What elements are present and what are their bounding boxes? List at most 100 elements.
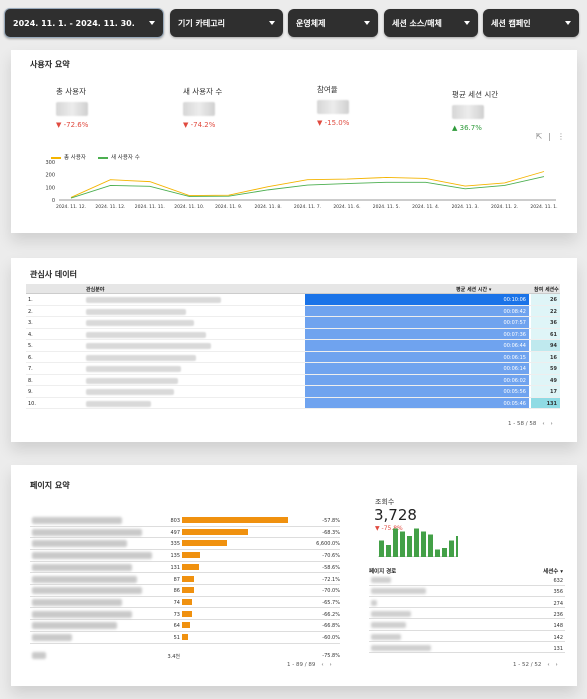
interest-card: 관심사 데이터 관심분야 평균 세션 시간 ▾ 참여 세션수 1. 00:10:… — [11, 258, 577, 442]
redacted-text — [371, 644, 431, 651]
kpi-engagement-rate: 참여율 ▼ -15.0% — [317, 84, 427, 127]
x-tick-label: 2024. 11. 5. — [373, 204, 400, 210]
table-row[interactable]: 4. 00:07:36 61 — [26, 328, 560, 340]
engaged-sessions-cell: 59 — [531, 363, 560, 374]
views-cell: 803 — [170, 518, 180, 524]
delta-cell: -72.1% — [322, 576, 340, 583]
redacted-text — [371, 588, 426, 595]
row-index: 5. — [28, 343, 33, 349]
date-range-filter[interactable]: 2024. 11. 1. - 2024. 11. 30. — [4, 8, 164, 38]
row-index: 4. — [28, 331, 33, 338]
avg-session-time-cell: 00:06:14 — [305, 363, 529, 374]
table-row[interactable]: 2. 00:08:42 22 — [26, 305, 560, 317]
x-tick-label: 2024. 11. 9. — [215, 204, 242, 210]
list-item[interactable]: 497 -68.3% — [30, 527, 340, 539]
sessions-cell: 148 — [553, 623, 563, 630]
redacted-text — [32, 652, 46, 659]
campaign-filter[interactable]: 세션 캠페인 — [483, 9, 579, 37]
chevron-left-icon[interactable]: ‹ — [542, 421, 545, 427]
table-row[interactable]: 356 — [369, 586, 565, 597]
table-row[interactable]: 142 — [369, 632, 565, 642]
campaign-label: 세션 캠페인 — [491, 18, 531, 28]
user-summary-title: 사용자 요약 — [30, 60, 70, 69]
table-row[interactable]: 274 — [369, 598, 565, 609]
views-cell: 73 — [173, 611, 180, 618]
table-row[interactable]: 1. 00:10:06 26 — [26, 294, 560, 306]
engaged-sessions-cell: 94 — [531, 340, 560, 351]
list-item[interactable]: 74 -65.7% — [30, 597, 340, 609]
y-tick-label: 200 — [45, 173, 55, 179]
engaged-sessions-cell: 131 — [531, 397, 560, 408]
views-bar — [182, 552, 201, 559]
list-item[interactable]: 86 -70.0% — [30, 585, 340, 597]
list-item[interactable]: 335 6,600.0% — [30, 538, 340, 550]
chart-toolbar: ⇱ | ⋮ — [536, 132, 565, 141]
table-row[interactable]: 10. 00:05:46 131 — [26, 397, 560, 409]
chevron-left-icon[interactable]: ‹ — [547, 662, 550, 668]
table-row[interactable]: 148 — [369, 620, 565, 631]
table-row[interactable]: 8. 00:06:02 49 — [26, 374, 560, 386]
row-index: 3. — [28, 320, 33, 326]
row-index: 7. — [28, 366, 33, 372]
divider: | — [548, 132, 551, 141]
source-medium-filter[interactable]: 세션 소스/매체 — [384, 9, 478, 37]
chevron-left-icon[interactable]: ‹ — [321, 662, 324, 668]
views-bar — [182, 622, 191, 629]
y-tick-label: 100 — [45, 185, 55, 191]
table-row[interactable]: 3. 00:07:57 36 — [26, 317, 560, 329]
kpi-label: 새 사용자 수 — [183, 87, 223, 96]
table-row[interactable]: 5. 00:06:44 94 — [26, 340, 560, 352]
row-index: 9. — [28, 389, 33, 395]
delta-cell: -58.6% — [322, 564, 340, 571]
os-filter[interactable]: 운영체제 — [288, 9, 378, 37]
redacted-text — [371, 599, 377, 606]
list-item[interactable]: 131 -58.6% — [30, 562, 340, 574]
kpi-value-redacted — [317, 100, 349, 114]
col-engaged-sessions[interactable]: 참여 세션수 — [534, 287, 559, 293]
more-vert-icon[interactable]: ⋮ — [557, 132, 565, 141]
x-tick-label: 2024. 11. 8. — [254, 204, 281, 210]
views-cell: 497 — [170, 529, 180, 536]
views-bar-sparkline — [378, 528, 458, 557]
table-row[interactable]: 9. 00:05:56 17 — [26, 386, 560, 398]
redacted-text — [86, 320, 194, 326]
avg-session-time-cell: 00:10:06 — [305, 294, 529, 305]
source-medium-label: 세션 소스/매체 — [392, 18, 442, 28]
engaged-sessions-cell: 26 — [531, 294, 560, 305]
engaged-sessions-cell: 16 — [531, 351, 560, 362]
kpi-value-redacted — [183, 102, 215, 116]
views-cell: 64 — [173, 623, 180, 630]
engaged-sessions-cell: 17 — [531, 386, 560, 397]
col-sessions[interactable]: 세션수 ▾ — [543, 569, 563, 575]
list-item[interactable]: 73 -66.2% — [30, 609, 340, 621]
page-summary-title: 페이지 요약 — [30, 481, 70, 490]
list-item[interactable]: 87 -72.1% — [30, 574, 340, 585]
table-row[interactable]: 236 — [369, 609, 565, 620]
avg-session-time-cell: 00:06:02 — [305, 374, 529, 385]
list-item[interactable]: 64 -66.8% — [30, 620, 340, 632]
engaged-sessions-cell: 49 — [531, 374, 560, 385]
chevron-right-icon[interactable]: › — [550, 421, 553, 427]
table-row[interactable]: 7. 00:06:14 59 — [26, 363, 560, 375]
chevron-right-icon[interactable]: › — [555, 662, 558, 668]
table-row[interactable]: 131 — [369, 643, 565, 654]
list-item[interactable]: 803 -57.8% — [30, 515, 340, 527]
redacted-text — [32, 610, 132, 618]
device-category-filter[interactable]: 기기 카테고리 — [170, 9, 283, 37]
delta-cell: -57.8% — [322, 518, 340, 524]
engaged-sessions-cell: 36 — [531, 317, 560, 328]
spark-bar — [379, 540, 384, 557]
chevron-right-icon[interactable]: › — [329, 662, 332, 668]
col-avg-session-time[interactable]: 평균 세션 시간 ▾ — [456, 287, 492, 293]
list-item[interactable]: 135 -70.6% — [30, 550, 340, 562]
delta-cell: -60.0% — [322, 635, 340, 641]
views-cell: 74 — [173, 599, 180, 606]
table-row[interactable]: 6. 00:06:15 16 — [26, 351, 560, 363]
sessions-cell: 142 — [553, 634, 563, 641]
row-index: 2. — [28, 308, 33, 315]
x-tick-label: 2024. 11. 1. — [530, 204, 557, 210]
table-row[interactable]: 632 — [369, 575, 565, 586]
list-item[interactable]: 51 -60.0% — [30, 632, 340, 644]
share-icon[interactable]: ⇱ — [535, 132, 543, 141]
